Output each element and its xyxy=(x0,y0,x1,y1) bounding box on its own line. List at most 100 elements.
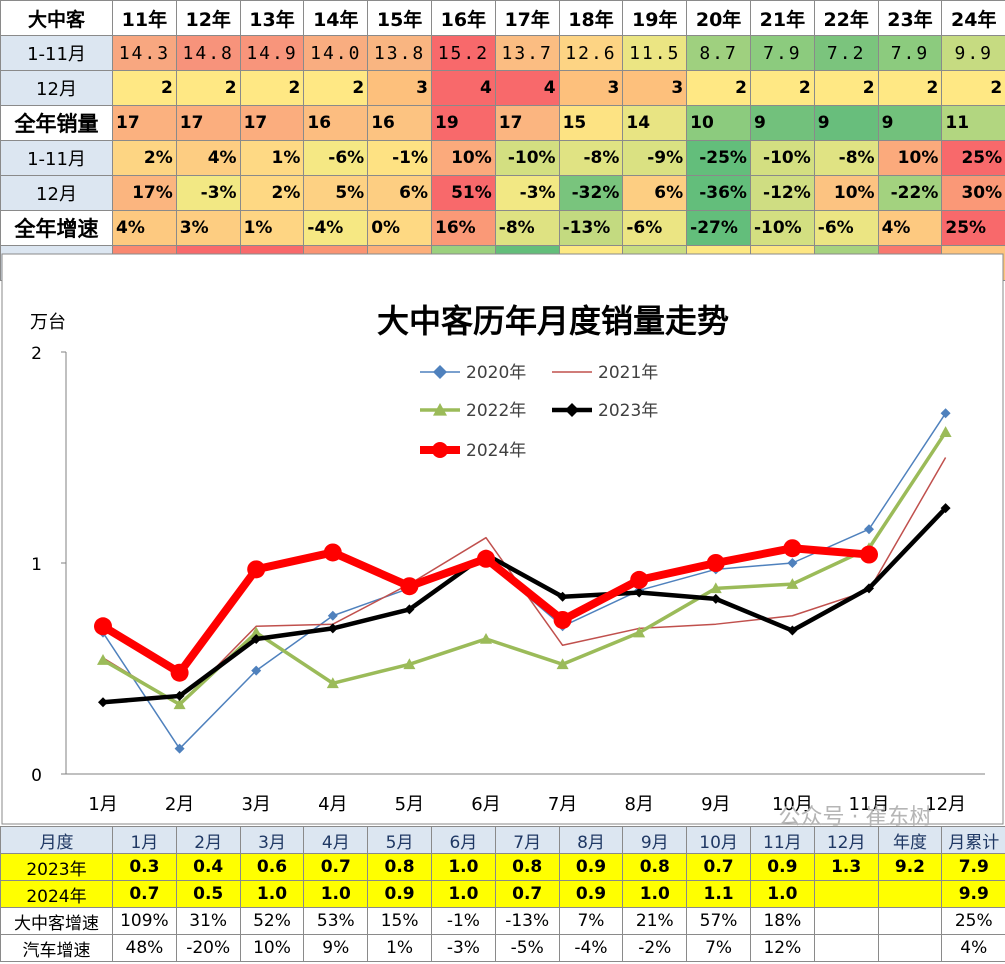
data-point xyxy=(323,543,342,562)
x-tick-label: 12月 xyxy=(925,794,966,815)
data-point xyxy=(709,582,722,594)
month-header: 9月 xyxy=(622,826,688,854)
summary-cell: 13.8 xyxy=(367,35,432,71)
data-point xyxy=(633,626,646,638)
summary-cell: 13.7 xyxy=(494,35,560,71)
summary-row: 全年增速 4% 3% 1% -4% 0% 16% -8% -13% -6% -27% -10% -6% 4… xyxy=(0,210,1005,246)
legend-item: 2023年 xyxy=(552,401,658,421)
summary-cell: -13% xyxy=(558,210,624,246)
monthly-cell: 1.0 xyxy=(622,880,688,908)
data-point xyxy=(170,663,189,682)
data-point xyxy=(939,426,952,437)
summary-row: 全年销量 17 17 17 16 16 19 17 15 14 10 9 9 9 11 xyxy=(0,105,1005,141)
summary-cell: 15.2 xyxy=(430,35,496,71)
month-header: 6月 xyxy=(430,826,496,854)
summary-cell: -8% xyxy=(813,140,879,176)
monthly-cell: -20% xyxy=(175,934,241,962)
year-header: 24年 xyxy=(941,0,1005,36)
summary-row: 1-11月 2% 4% 1% -6% -1% 10% -10% -8% -9% -25% -10% -8… xyxy=(0,140,1005,176)
watermark: 公众号 · 崔东树 xyxy=(779,805,932,826)
data-point xyxy=(565,403,579,417)
summary-cell: -22% xyxy=(877,175,943,211)
chart-title: 大中客历年月度销量走势 xyxy=(377,302,729,340)
month-header: 5月 xyxy=(367,826,432,854)
data-point xyxy=(553,610,572,629)
summary-row: 12月 2 2 2 2 3 4 4 3 3 2 2 2 2 2 xyxy=(0,70,1005,106)
monthly-cell: 0.5 xyxy=(175,880,241,908)
monthly-cell: 7.9 xyxy=(941,853,1005,881)
summary-cell: -4% xyxy=(303,210,369,246)
monthly-cell: 10% xyxy=(239,934,305,962)
month-header: 3月 xyxy=(239,826,305,854)
legend-label: 2024年 xyxy=(466,441,526,461)
summary-cell: 12.6 xyxy=(558,35,624,71)
summary-cell: 17 xyxy=(239,105,305,141)
monthly-cell xyxy=(877,880,943,908)
month-header: 10月 xyxy=(686,826,751,854)
year-header-row: 大中客 11年 12年 13年 14年 15年 16年 17年 18年 19年 20年 21年 22年 2… xyxy=(0,0,1005,36)
monthly-cell: 0.7 xyxy=(303,853,369,881)
summary-cell: 2 xyxy=(877,70,943,106)
month-header: 7月 xyxy=(494,826,560,854)
year-header: 17年 xyxy=(494,0,560,36)
summary-cell: -8% xyxy=(494,210,560,246)
summary-cell: -3% xyxy=(175,175,241,211)
monthly-row: 2023年 0.3 0.4 0.6 0.7 0.8 1.0 0.8 0.9 0.8 0.7 0.9 1.… xyxy=(0,853,1005,881)
summary-cell: 10 xyxy=(686,105,751,141)
summary-cell: 5% xyxy=(303,175,369,211)
data-point xyxy=(251,665,262,676)
data-point xyxy=(404,604,415,615)
summary-cell: 8.7 xyxy=(686,35,751,71)
corner-cell: 大中客 xyxy=(0,0,113,36)
summary-cell: 11 xyxy=(941,105,1005,141)
month-header: 1月 xyxy=(112,826,177,854)
x-tick-label: 2月 xyxy=(165,794,194,815)
summary-cell: 14.3 xyxy=(112,35,177,71)
summary-cell: 30% xyxy=(941,175,1005,211)
year-header: 14年 xyxy=(303,0,369,36)
summary-cell: 7.9 xyxy=(749,35,815,71)
month-header: 年度 xyxy=(877,826,943,854)
summary-cell: 2 xyxy=(686,70,751,106)
row-label: 2023年 xyxy=(0,853,113,881)
legend-item: 2024年 xyxy=(420,441,526,461)
series-line xyxy=(102,506,948,705)
summary-cell: 7.2 xyxy=(813,35,879,71)
data-point xyxy=(940,408,951,419)
summary-cell: 4 xyxy=(430,70,496,106)
monthly-cell: 1% xyxy=(367,934,432,962)
summary-cell: 1% xyxy=(239,210,305,246)
summary-cell: 2 xyxy=(112,70,177,106)
summary-cell: 14.9 xyxy=(239,35,305,71)
data-point xyxy=(710,593,721,604)
data-point xyxy=(786,578,799,589)
data-point xyxy=(174,743,185,754)
summary-cell: 2 xyxy=(749,70,815,106)
year-header: 23年 xyxy=(877,0,943,36)
monthly-cell: 1.3 xyxy=(813,853,879,881)
x-tick-label: 5月 xyxy=(395,794,424,815)
monthly-cell: 52% xyxy=(239,907,305,935)
summary-cell: 25% xyxy=(941,140,1005,176)
summary-cell: -10% xyxy=(749,210,815,246)
monthly-cell: 57% xyxy=(686,907,751,935)
x-tick-label: 6月 xyxy=(471,794,500,815)
month-header: 12月 xyxy=(813,826,879,854)
y-tick-label: 0 xyxy=(31,766,42,786)
legend-label: 2020年 xyxy=(466,363,526,383)
monthly-cell: 0.9 xyxy=(558,853,624,881)
summary-cell: -3% xyxy=(494,175,560,211)
x-tick-label: 8月 xyxy=(624,794,653,815)
monthly-cell: 12% xyxy=(749,934,815,962)
summary-cell: 3 xyxy=(558,70,624,106)
summary-cell: 14 xyxy=(622,105,688,141)
x-tick-label: 9月 xyxy=(701,794,730,815)
summary-cell: 10% xyxy=(430,140,496,176)
monthly-cell: 1.0 xyxy=(749,880,815,908)
data-point xyxy=(326,677,339,689)
x-tick-label: 4月 xyxy=(318,794,347,815)
row-label: 大中客增速 xyxy=(0,907,113,935)
summary-cell: 11.5 xyxy=(622,35,688,71)
summary-cell: 7.9 xyxy=(877,35,943,71)
summary-cell: -10% xyxy=(494,140,560,176)
